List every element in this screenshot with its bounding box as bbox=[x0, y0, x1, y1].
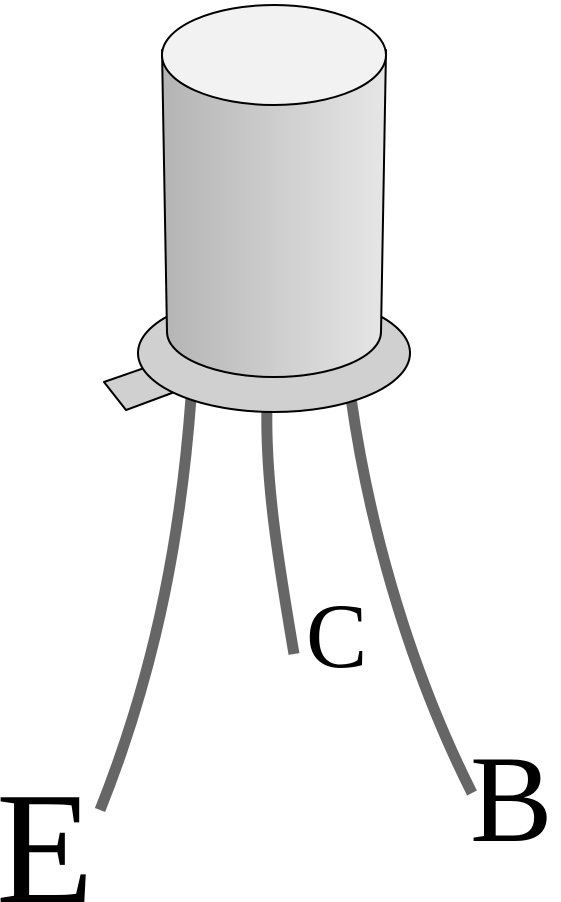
transistor-can bbox=[162, 5, 386, 377]
collector-label: C bbox=[306, 585, 367, 687]
emitter-label: E bbox=[0, 759, 94, 902]
pin-labels: E C B bbox=[0, 585, 553, 902]
base-lead bbox=[351, 398, 472, 793]
emitter-lead bbox=[100, 398, 191, 810]
base-label: B bbox=[470, 731, 553, 868]
collector-lead bbox=[267, 404, 294, 654]
can-top bbox=[162, 5, 386, 105]
transistor-leads bbox=[100, 398, 472, 810]
